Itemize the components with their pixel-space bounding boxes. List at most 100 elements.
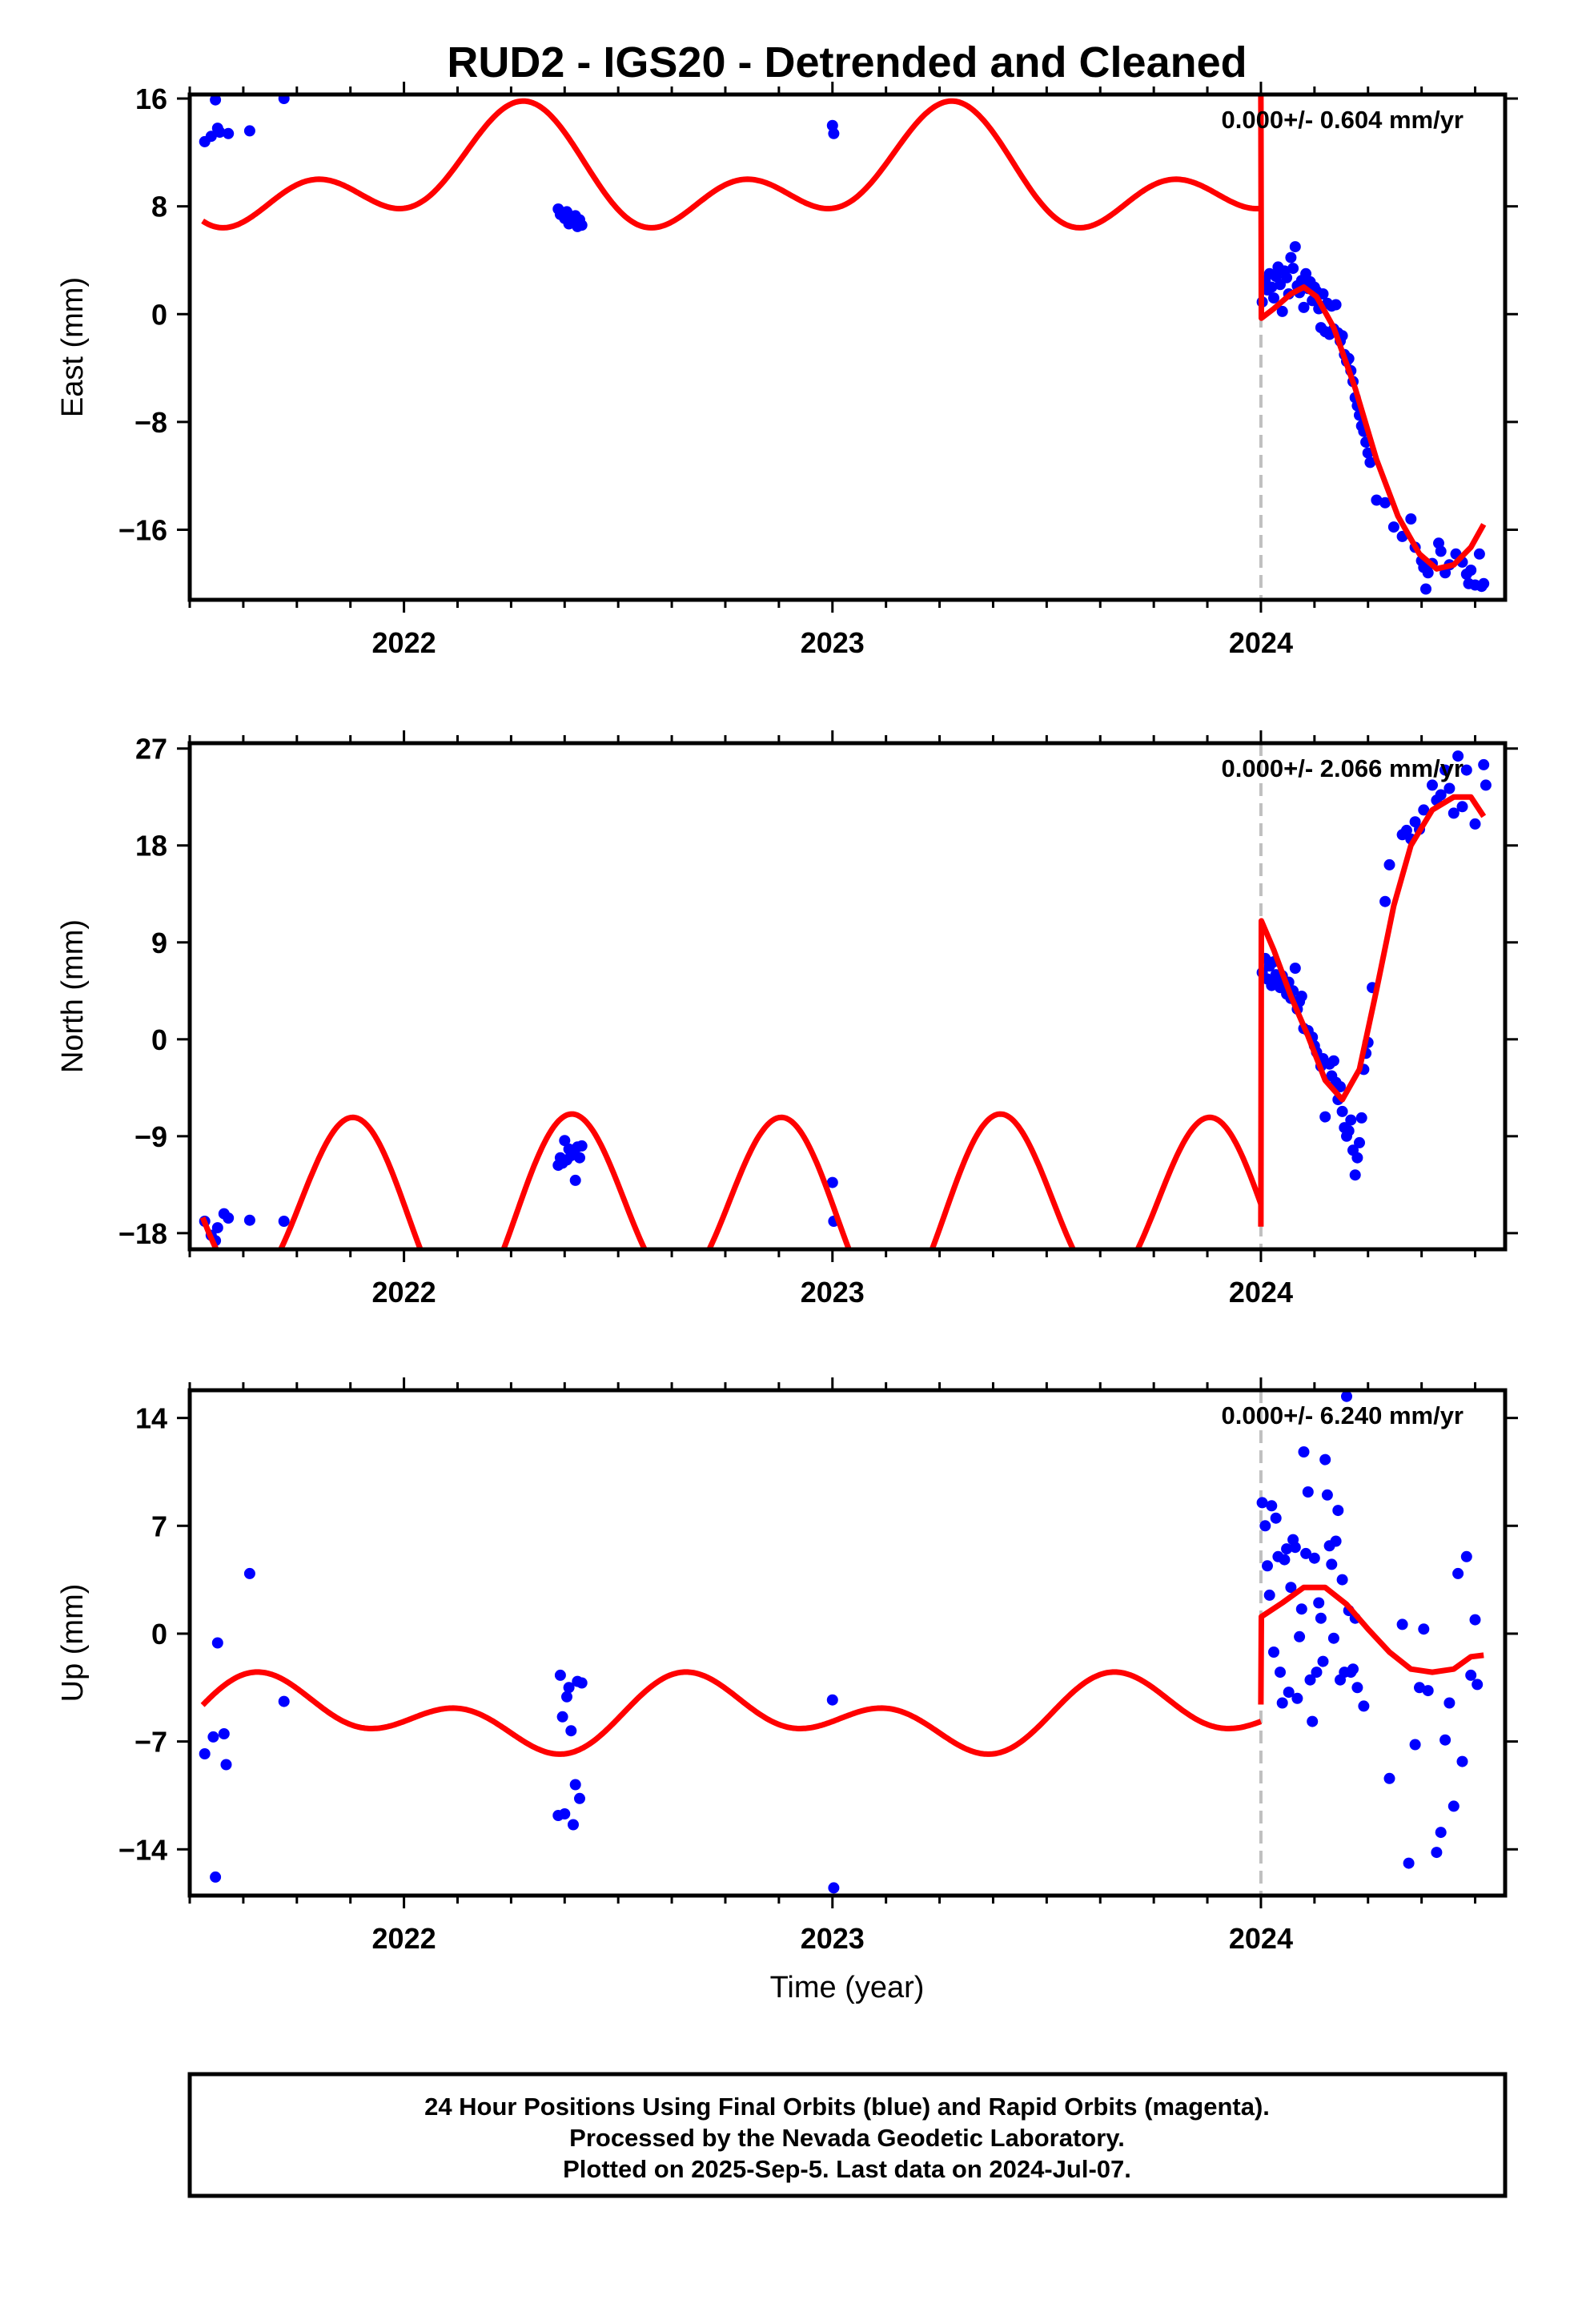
data-point [1327, 1632, 1339, 1644]
x-tick-label: 2023 [801, 626, 865, 659]
data-point [1275, 1667, 1286, 1679]
data-point [1330, 299, 1342, 311]
data-point [559, 1135, 571, 1147]
data-point [1285, 251, 1297, 263]
data-point [1268, 1647, 1279, 1658]
y-axis-label: East (mm) [56, 277, 90, 417]
model-curve [200, 1584, 1484, 1757]
data-point [1262, 1560, 1273, 1572]
x-tick-label: 2023 [801, 1276, 865, 1309]
data-point [1396, 1618, 1408, 1630]
model-segment-2 [1258, 1584, 1484, 1705]
y-tick-label: 0 [151, 1023, 167, 1056]
panel-up: 2022 2023 2024 14 7 0 −7 −14 Up (mm) 0.000+/- 6.2… [56, 1377, 1518, 1955]
data-point [1308, 1552, 1320, 1564]
data-point [1266, 1500, 1278, 1512]
model-curve [201, 94, 1487, 572]
data-point [278, 1216, 290, 1227]
data-point [1304, 1674, 1316, 1686]
panel-north: 2022 2023 2024 27 18 9 0 −9 −18 North (mm) 0.000+/… [56, 730, 1518, 1309]
data-point [1480, 779, 1492, 791]
data-point [210, 1871, 222, 1883]
data-point [1371, 494, 1383, 506]
data-point [1379, 895, 1391, 907]
y-tick-label: −9 [135, 1120, 167, 1153]
data-point [1478, 758, 1490, 770]
y-tick-label: 9 [151, 927, 167, 959]
data-point [828, 127, 840, 139]
y-tick-label: 0 [151, 1618, 167, 1651]
model-segment-1 [201, 98, 1263, 231]
data-point [556, 1711, 568, 1723]
data-point [565, 1725, 577, 1737]
model-curve [199, 794, 1487, 1249]
data-point [1456, 801, 1468, 813]
data-point [1478, 577, 1490, 589]
data-points [199, 1390, 1484, 1894]
data-point [568, 1819, 579, 1831]
data-point [1358, 1700, 1370, 1712]
data-point [1343, 1125, 1355, 1137]
data-point [1341, 1390, 1352, 1402]
data-point [1313, 1597, 1325, 1609]
data-point [826, 1694, 838, 1706]
data-point [1276, 1697, 1288, 1709]
data-point [1469, 1614, 1481, 1626]
y-tick-label: 0 [151, 298, 167, 331]
data-point [210, 94, 222, 106]
data-point [278, 1695, 290, 1707]
model-segment-1 [200, 1669, 1263, 1757]
data-point [1472, 1679, 1484, 1691]
data-point [1302, 1486, 1314, 1498]
data-point [1435, 545, 1447, 557]
data-point [1418, 1623, 1430, 1635]
y-tick-label: −14 [118, 1833, 167, 1866]
data-point [1364, 456, 1376, 468]
data-point [1319, 1454, 1331, 1466]
data-point [1315, 1612, 1327, 1624]
data-point [243, 1214, 255, 1226]
data-point [559, 1808, 571, 1819]
data-point [576, 1140, 588, 1152]
data-point [1295, 991, 1307, 1002]
data-point [1291, 1692, 1303, 1704]
data-point [1294, 1630, 1306, 1642]
data-point [1443, 1697, 1456, 1709]
data-point [1452, 1567, 1464, 1579]
data-point [1435, 789, 1447, 801]
data-point [1295, 1603, 1307, 1615]
y-axis-label: Up (mm) [56, 1584, 90, 1703]
data-point [1281, 271, 1293, 283]
data-point [1298, 1446, 1310, 1458]
y-tick-label: −8 [135, 406, 167, 439]
x-tick-label: 2022 [372, 626, 436, 659]
data-point [1317, 1655, 1329, 1667]
data-point [1307, 1715, 1319, 1727]
data-point [1447, 807, 1460, 819]
data-point [218, 1728, 230, 1739]
data-point [1400, 824, 1412, 836]
y-tick-label: 18 [135, 830, 167, 862]
model-segment-1 [199, 1111, 1264, 1249]
data-point [1289, 1542, 1301, 1554]
data-point [561, 1691, 572, 1703]
data-point [223, 1212, 235, 1224]
y-tick-label: 8 [151, 191, 167, 223]
plot-frame [187, 741, 1508, 1252]
data-point [1336, 1105, 1348, 1117]
data-point [1349, 1169, 1361, 1181]
data-point [1268, 292, 1279, 304]
data-point [1387, 521, 1399, 533]
data-point [1326, 1558, 1338, 1570]
data-point [1379, 497, 1391, 509]
x-tick-label: 2024 [1229, 626, 1293, 659]
footer-box: 24 Hour Positions Using Final Orbits (bl… [187, 2072, 1508, 2198]
data-point [1300, 1547, 1312, 1559]
data-point [1289, 963, 1301, 974]
data-point [1283, 1687, 1295, 1699]
data-point [223, 127, 235, 139]
data-point [1414, 1682, 1425, 1694]
data-point [1427, 779, 1438, 791]
data-point [1263, 1589, 1275, 1601]
data-point [214, 127, 226, 139]
